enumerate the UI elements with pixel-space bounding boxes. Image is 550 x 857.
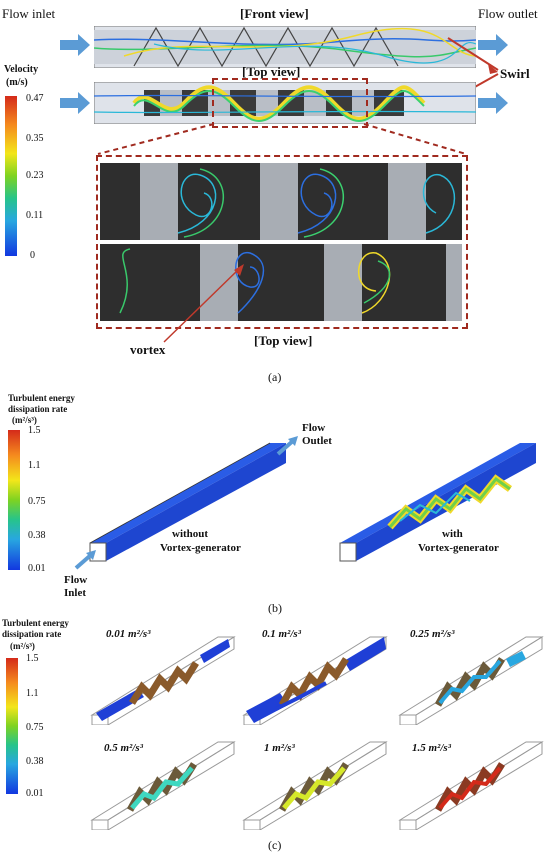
- cb-tick: 1.1: [28, 460, 41, 471]
- velocity-tick: 0.11: [26, 210, 44, 221]
- cb-tick: 0.75: [26, 722, 44, 733]
- velocity-colorbar: [5, 96, 17, 256]
- front-view-label: [Front view]: [240, 6, 309, 21]
- cb-title: Turbulent energy: [8, 393, 75, 403]
- cb-unit: (m²/s³): [10, 641, 35, 651]
- isosurface-label: 1 m²/s³: [264, 742, 295, 754]
- swirl-label: Swirl: [500, 66, 530, 81]
- isosurface-duct: [398, 636, 544, 725]
- cb-title: dissipation rate: [2, 629, 62, 639]
- isosurface-duct: [90, 636, 236, 725]
- panel-c-caption: (c): [268, 838, 282, 852]
- velocity-title: Velocity: [4, 64, 39, 75]
- outlet-arrow-icon: [478, 34, 508, 56]
- vortex-pointer-arrow: [163, 264, 244, 343]
- velocity-tick: 0.23: [26, 170, 44, 181]
- cb-unit: (m²/s³): [12, 415, 37, 425]
- inlet-arrow-icon: [60, 34, 90, 56]
- isosurface-duct: [398, 741, 544, 830]
- velocity-unit: (m/s): [6, 77, 28, 88]
- isosurface-label: 0.25 m²/s³: [410, 628, 455, 640]
- with-generator-label: Vortex-generator: [418, 542, 499, 554]
- velocity-tick: 0.47: [26, 93, 44, 104]
- cb-tick: 1.5: [28, 425, 41, 436]
- zoom-connectors: [97, 123, 467, 155]
- velocity-tick: 0.35: [26, 133, 44, 144]
- velocity-tick: 0: [30, 250, 35, 261]
- cb-tick: 0.01: [28, 563, 46, 574]
- cb-tick: 0.01: [26, 788, 44, 799]
- without-generator-label: without: [172, 528, 209, 540]
- flow-inlet-label: Flow: [64, 574, 88, 586]
- isosurface-duct: [242, 741, 388, 830]
- flow-inlet-label: Flow inlet: [2, 6, 56, 21]
- vortex-label: vortex: [130, 342, 166, 357]
- isosurface-label: 0.5 m²/s³: [104, 742, 143, 754]
- flow-outlet-label: Flow: [302, 422, 326, 434]
- inlet-arrow-icon: [60, 92, 90, 114]
- inlet-arrow-icon: [74, 550, 96, 570]
- vortex-detail-image: [100, 163, 462, 321]
- flow-inlet-label: Inlet: [64, 587, 86, 599]
- flow-outlet-label: Flow outlet: [478, 6, 538, 21]
- with-generator-label: with: [442, 528, 463, 540]
- isosurface-label: 1.5 m²/s³: [412, 742, 451, 754]
- outlet-arrow-icon: [276, 436, 298, 456]
- without-generator-label: Vortex-generator: [160, 542, 241, 554]
- zoom-region-box: [212, 78, 368, 128]
- panel-b-caption: (b): [268, 601, 282, 615]
- isosurface-duct: [242, 636, 388, 725]
- cb-tick: 1.1: [26, 688, 39, 699]
- cb-tick: 1.5: [26, 653, 39, 664]
- flow-outlet-label: Outlet: [302, 435, 332, 447]
- isosurface-duct: [90, 741, 236, 830]
- cb-tick: 0.38: [26, 756, 44, 767]
- zoomed-top-view: [96, 155, 468, 329]
- cb-title: Turbulent energy: [2, 618, 69, 628]
- front-view-image: [94, 26, 476, 68]
- panel-a-caption: (a): [268, 370, 282, 384]
- outlet-arrow-icon: [478, 92, 508, 114]
- dissipation-colorbar: [6, 658, 18, 794]
- dissipation-colorbar: [8, 430, 20, 570]
- cb-tick: 0.75: [28, 496, 46, 507]
- isosurface-label: 0.1 m²/s³: [262, 628, 301, 640]
- duct-with-generator: [339, 443, 536, 562]
- isosurface-label: 0.01 m²/s³: [106, 628, 151, 640]
- cb-title: dissipation rate: [8, 404, 68, 414]
- top-view-zoom-label: [Top view]: [254, 333, 313, 348]
- cb-tick: 0.38: [28, 530, 46, 541]
- top-view-label: [Top view]: [242, 64, 301, 79]
